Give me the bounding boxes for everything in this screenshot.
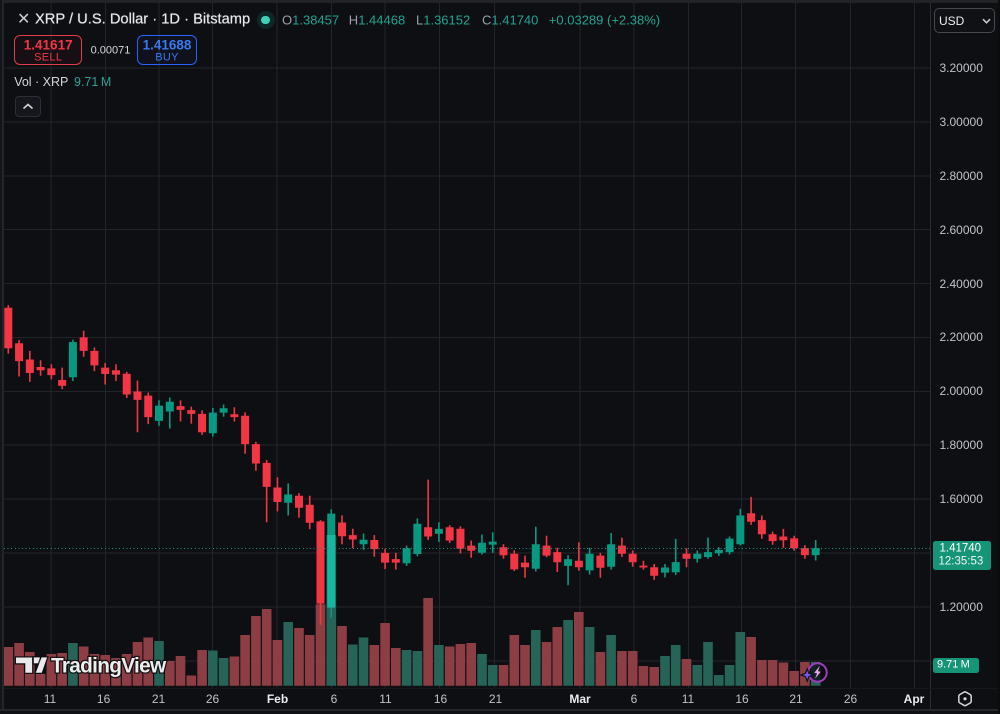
svg-text:TradingView: TradingView <box>51 655 167 678</box>
